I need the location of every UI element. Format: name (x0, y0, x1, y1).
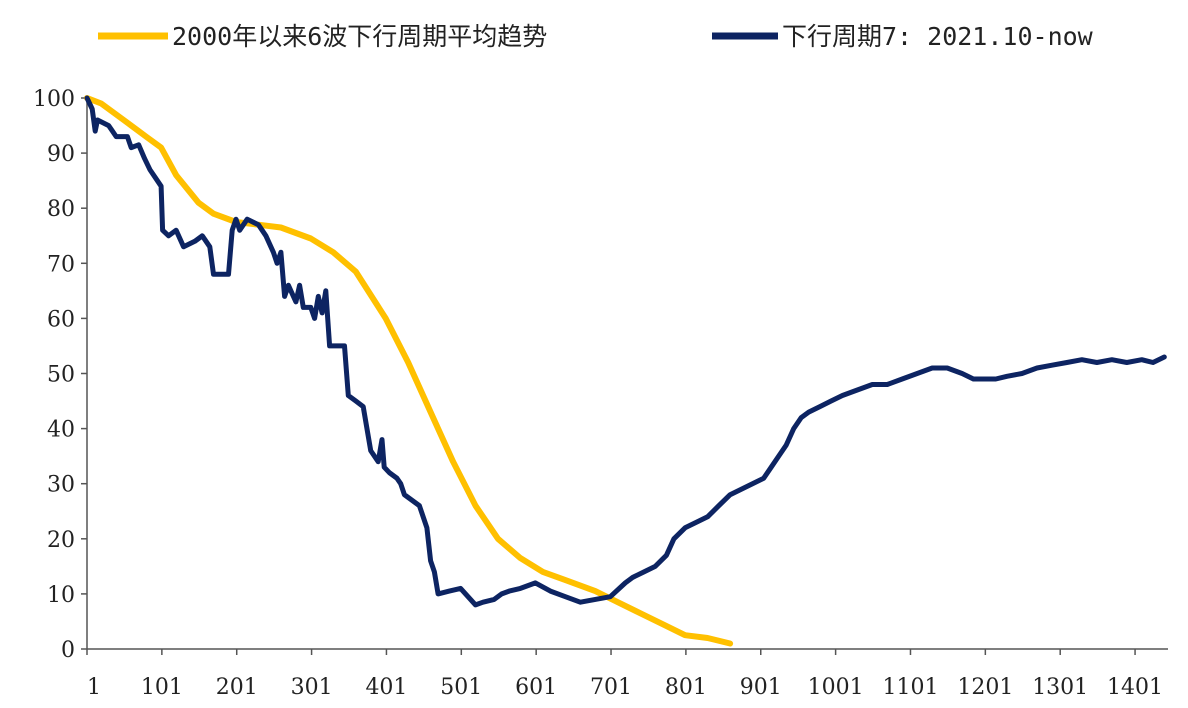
legend: 2000年以来6波下行周期平均趋势 下行周期7: 2021.10-now (98, 22, 1094, 51)
y-tick-label: 10 (47, 583, 75, 608)
series-line-average-trend (84, 95, 734, 647)
x-tick-label: 501 (440, 675, 482, 700)
y-tick-label: 70 (47, 252, 75, 277)
x-tick-label: 601 (515, 675, 557, 700)
series-line-cycle-7 (84, 95, 1167, 608)
y-tick-label: 100 (33, 87, 75, 112)
y-tick-label: 80 (47, 197, 75, 222)
x-axis-ticks: 1 101 201 301 401 501 601 701 801 901 1001 1101 1201… (86, 649, 1163, 700)
x-tick-label: 1301 (1032, 675, 1088, 700)
legend-label-cycle-7: 下行周期7: 2021.10-now (782, 22, 1094, 51)
y-tick-label: 60 (47, 307, 75, 332)
x-tick-label: 201 (216, 675, 258, 700)
y-tick-label: 90 (47, 142, 75, 167)
y-tick-label: 40 (47, 418, 75, 443)
x-tick-label: 1201 (957, 675, 1013, 700)
x-tick-label: 101 (141, 675, 183, 700)
legend-label-average-trend: 2000年以来6波下行周期平均趋势 (172, 22, 547, 51)
x-tick-label: 1001 (808, 675, 864, 700)
y-tick-label: 20 (47, 528, 75, 553)
x-tick-label: 401 (365, 675, 407, 700)
x-tick-label: 901 (740, 675, 782, 700)
series-layer (84, 95, 1167, 647)
y-tick-label: 0 (61, 638, 75, 663)
x-tick-label: 1 (87, 675, 101, 700)
x-tick-label: 701 (590, 675, 632, 700)
x-tick-label: 301 (291, 675, 333, 700)
x-tick-label: 1401 (1107, 675, 1163, 700)
x-tick-label: 801 (665, 675, 707, 700)
y-tick-label: 30 (47, 473, 75, 498)
y-axis-ticks: 0 10 20 30 40 50 60 70 80 90 100 (33, 87, 87, 663)
y-tick-label: 50 (47, 363, 75, 388)
x-tick-label: 1101 (882, 675, 938, 700)
